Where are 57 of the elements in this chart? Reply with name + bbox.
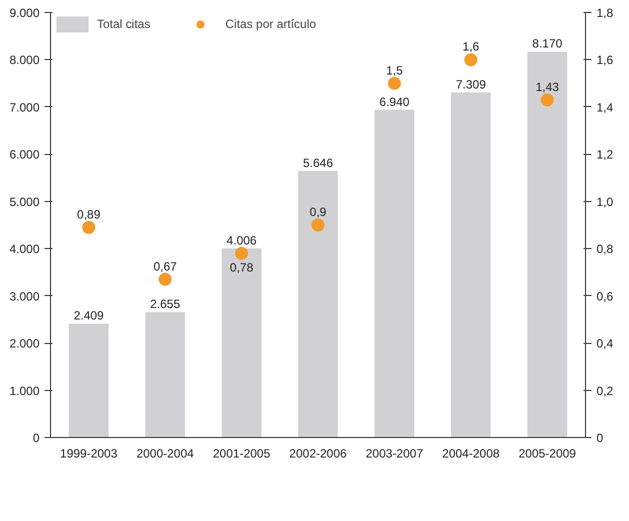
- bar: [527, 52, 568, 438]
- bar: [298, 170, 338, 438]
- x-tick-label: 2003-2007: [366, 446, 424, 460]
- y-tick-label: 5.000: [9, 194, 40, 209]
- y2-tick-label: 1,2: [596, 148, 614, 162]
- y-tick-label: 2.000: [9, 336, 40, 351]
- point: [388, 76, 401, 90]
- data-label: 1,43: [536, 80, 560, 94]
- x-tick-label: 2001-2005: [212, 446, 271, 460]
- data-label: 0,78: [230, 260, 254, 274]
- y-tick-label: 6.000: [9, 148, 40, 162]
- data-label: 1,6: [462, 40, 480, 54]
- data-label: 2.655: [150, 297, 180, 312]
- x-tick-label: 2000-2004: [136, 446, 194, 460]
- y2-tick-label: 0,4: [596, 336, 614, 351]
- y-tick-label: 8.000: [9, 53, 40, 68]
- point: [540, 93, 554, 106]
- data-label: 0,67: [153, 259, 178, 274]
- legend-label: Citas por artículo: [225, 17, 316, 31]
- y2-tick-label: 1,8: [596, 6, 614, 20]
- x-tick-label: 2005-2009: [518, 446, 576, 460]
- bar: [145, 312, 186, 438]
- bar: [450, 92, 491, 438]
- data-label: 1,5: [386, 63, 404, 78]
- data-label: 0,9: [310, 205, 327, 219]
- data-label: 8.170: [532, 36, 563, 51]
- y-tick-label: 1.000: [9, 384, 40, 398]
- x-tick-label: 2004-2008: [442, 446, 500, 460]
- point: [82, 220, 96, 234]
- point: [312, 218, 324, 232]
- bar: [374, 110, 414, 438]
- y2-tick-label: 1,4: [596, 100, 614, 114]
- data-label: 5.646: [302, 156, 334, 170]
- bar: [68, 324, 109, 438]
- data-label: 0,89: [77, 207, 101, 222]
- y2-tick-label: 0,2: [596, 384, 614, 398]
- y-tick-label: 7.000: [9, 100, 40, 114]
- y2-tick-label: 0,6: [596, 289, 614, 304]
- point: [464, 53, 478, 66]
- x-tick-label: 2002-2006: [289, 446, 348, 460]
- y-tick-label: 3.000: [9, 289, 40, 304]
- x-tick-label: 1999-2003: [60, 446, 118, 460]
- y2-tick-label: 1,6: [596, 53, 614, 68]
- point: [235, 246, 248, 260]
- legend-label: Total citas: [97, 17, 150, 31]
- data-label: 4.006: [226, 233, 257, 248]
- data-label: 2.409: [74, 308, 104, 323]
- y2-tick-label: 0: [596, 431, 604, 445]
- y-tick-label: 9.000: [9, 6, 40, 20]
- bar: [222, 248, 262, 438]
- data-label: 6.940: [379, 94, 410, 109]
- point: [158, 272, 172, 286]
- y-tick-label: 4.000: [9, 242, 40, 256]
- data-label: 7.309: [456, 77, 486, 92]
- y-tick-label: 0: [32, 431, 40, 445]
- y2-tick-label: 1,0: [596, 194, 614, 209]
- y2-tick-label: 0,8: [596, 242, 614, 256]
